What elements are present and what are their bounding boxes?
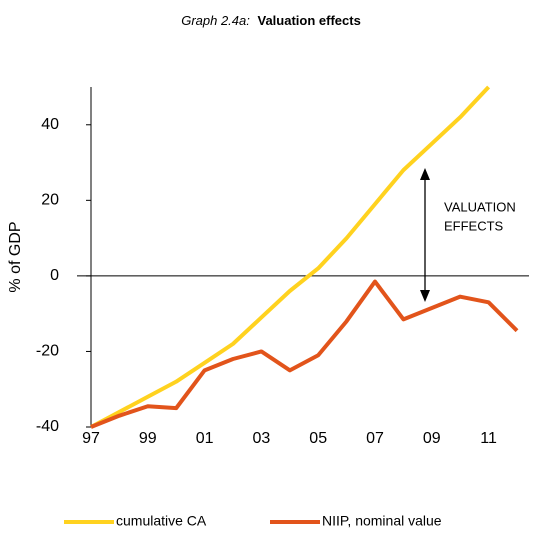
x-tick-label: 09 xyxy=(423,430,441,447)
y-tick-label: 40 xyxy=(41,116,59,133)
x-tick-label: 03 xyxy=(253,430,271,447)
y-axis-label: % of GDP xyxy=(7,221,24,292)
legend-label: cumulative CA xyxy=(116,513,207,529)
arrow-head xyxy=(420,290,430,302)
x-tick-label: 07 xyxy=(366,430,384,447)
annotation: EFFECTS xyxy=(444,218,504,233)
y-tick-label: -20 xyxy=(36,343,59,360)
x-tick-label: 97 xyxy=(82,430,100,447)
legend-label: NIIP, nominal value xyxy=(322,513,442,529)
series-line xyxy=(90,279,519,429)
series-line xyxy=(90,85,491,429)
x-tick-label: 05 xyxy=(309,430,327,447)
annotation: VALUATION xyxy=(444,199,516,214)
x-tick-label: 11 xyxy=(480,430,497,447)
annotation-arrow xyxy=(420,168,430,302)
y-tick-label: -40 xyxy=(36,418,59,435)
y-tick-label: 20 xyxy=(41,192,59,209)
x-tick-label: 01 xyxy=(196,430,214,447)
chart-title: Valuation effects xyxy=(257,13,360,28)
chart-title-label: Graph 2.4a: xyxy=(181,13,250,28)
y-tick-label: 0 xyxy=(50,267,59,284)
arrow-head xyxy=(420,168,430,180)
x-tick-label: 99 xyxy=(139,430,157,447)
chart-title-group: Graph 2.4a: Valuation effects xyxy=(181,13,361,28)
